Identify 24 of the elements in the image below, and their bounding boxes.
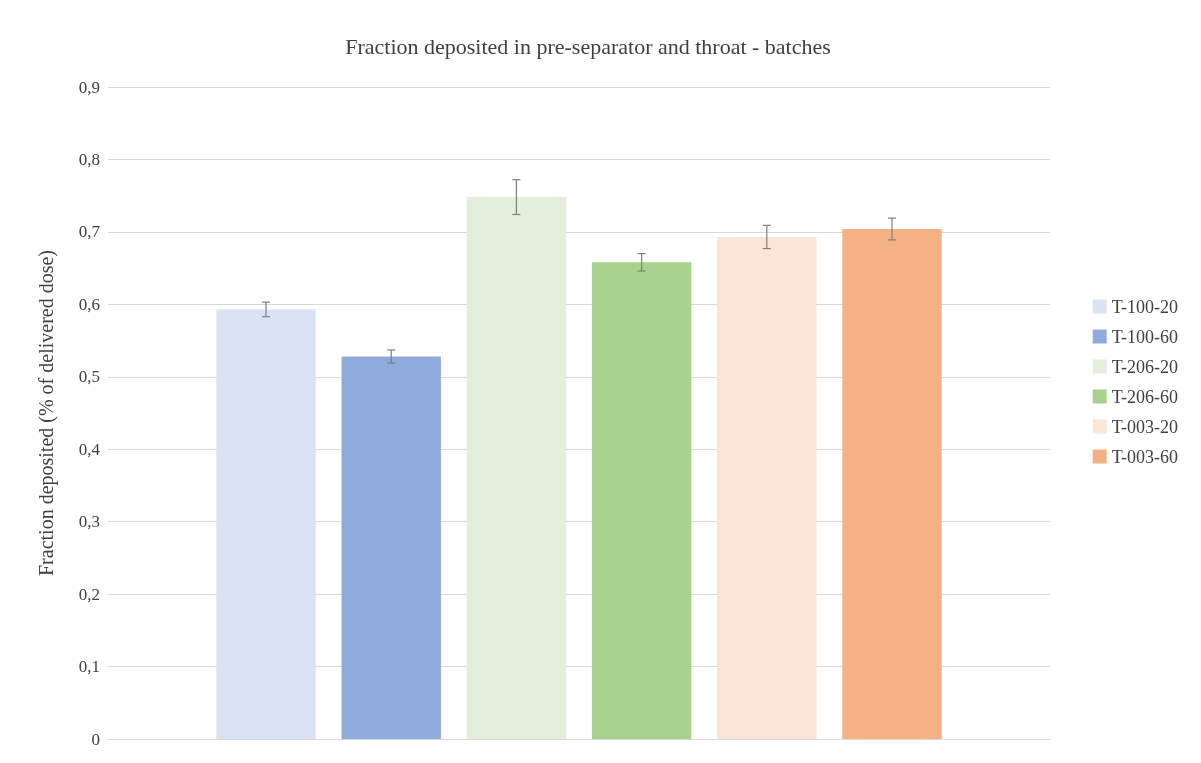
- chart-title: Fraction deposited in pre-separator and throat - batches: [345, 33, 831, 59]
- y-tick-label: 0,2: [78, 584, 100, 604]
- bar: [466, 197, 567, 739]
- bar: [341, 356, 441, 739]
- bar: [717, 236, 817, 739]
- legend-label: T-206-60: [1111, 386, 1179, 407]
- y-tick-label: 0,7: [78, 222, 101, 242]
- y-tick-label: 0,1: [78, 657, 100, 677]
- y-tick-label: 0,9: [78, 77, 100, 97]
- bar: [216, 309, 316, 739]
- legend-label: T-100-20: [1111, 296, 1179, 317]
- bar: [842, 228, 942, 739]
- y-tick-label: 0,5: [78, 367, 100, 387]
- legend-label: T-100-60: [1111, 326, 1179, 347]
- legend-label: T-003-60: [1111, 446, 1179, 467]
- y-tick-label: 0,3: [78, 512, 100, 532]
- y-axis-title: Fraction deposited (% of delivered dose): [35, 249, 58, 577]
- y-tick-label: 0: [91, 729, 100, 749]
- y-tick-label: 0,6: [78, 294, 100, 314]
- y-tick-label: 0,4: [78, 439, 101, 459]
- y-tick-label: 0,8: [78, 149, 100, 169]
- legend-label: T-003-20: [1111, 416, 1179, 437]
- bar: [591, 262, 692, 739]
- legend-label: T-206-20: [1111, 356, 1179, 377]
